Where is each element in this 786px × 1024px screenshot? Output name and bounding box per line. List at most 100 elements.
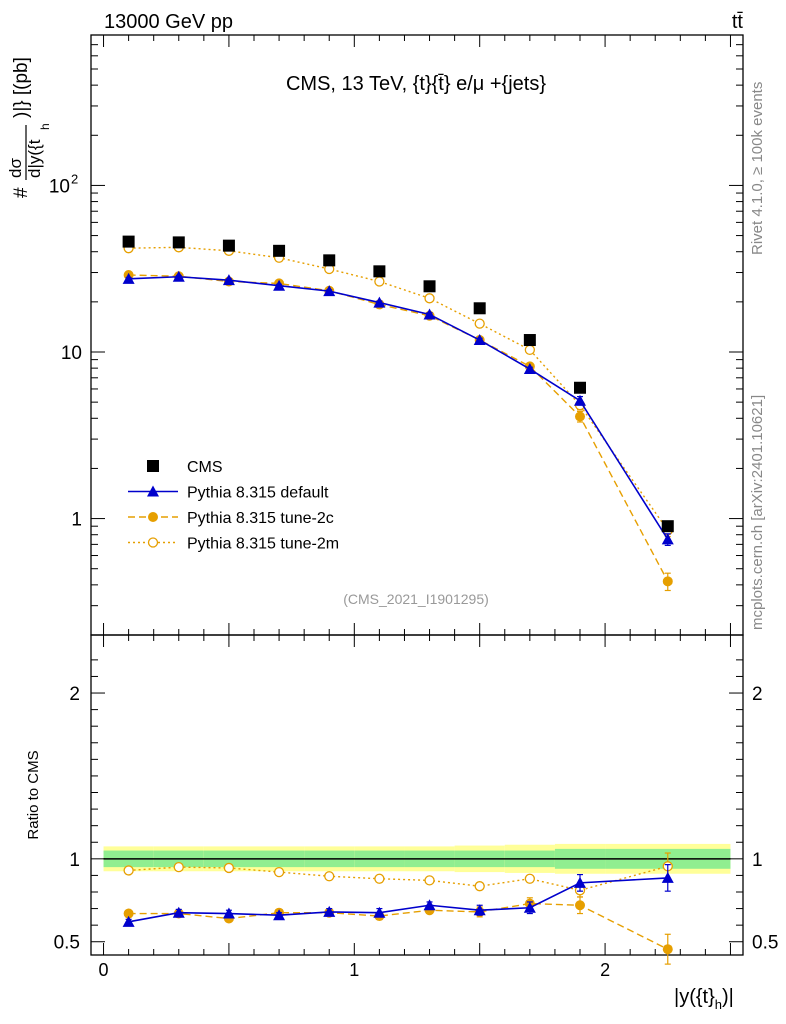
ratio-y-tick-label-right: 2: [752, 684, 763, 705]
data-point: [273, 244, 286, 257]
data-point: [172, 270, 185, 282]
data-point: [423, 308, 436, 320]
series-pythia-8-315-default: [122, 864, 674, 927]
x-label-end: )|: [722, 986, 734, 1008]
x-label-start: |y({t}: [674, 986, 715, 1008]
main-y-label-sub: h: [38, 123, 52, 130]
data-point: [524, 344, 535, 356]
side-label-mcplots: mcplots.cern.ch [arXiv:2401.10621]: [749, 395, 766, 630]
data-point: [662, 944, 673, 955]
ratio-y-tick-label-right: 0.5: [752, 933, 778, 954]
data-point: [323, 254, 336, 267]
data-point: [123, 865, 134, 876]
legend-item: Pythia 8.315 tune-2c: [128, 510, 334, 527]
data-point: [123, 908, 134, 919]
data-point: [423, 280, 436, 293]
main-y-label-numerator: dσ: [6, 158, 25, 178]
data-point: [662, 576, 673, 587]
main-y-tick-label: 10: [61, 343, 82, 364]
legend-label: Pythia 8.315 tune-2m: [187, 536, 339, 553]
x-axis-label: |y({t}h)|: [674, 986, 734, 1012]
series-pythia-8-315-default: [122, 270, 674, 547]
series-cms: [122, 235, 674, 533]
series-line: [128, 902, 669, 950]
data-point: [223, 862, 235, 874]
data-point: [524, 873, 535, 884]
data-point: [373, 906, 386, 918]
legend-item: Pythia 8.315 default: [128, 485, 329, 502]
data-point: [473, 904, 486, 916]
data-point: [374, 873, 385, 884]
data-point: [575, 900, 585, 911]
legend-item: Pythia 8.315 tune-2m: [128, 536, 339, 553]
data-point: [574, 394, 586, 406]
legend-marker: [147, 460, 159, 472]
data-point: [222, 907, 235, 919]
ratio-series-layer: [122, 852, 674, 965]
data-point: [323, 905, 336, 917]
legend-label: Pythia 8.315 default: [187, 485, 329, 502]
data-point: [661, 871, 674, 883]
data-point: [172, 906, 185, 918]
ratio-uncertainty-band: [103, 843, 731, 874]
legend-marker: [147, 485, 159, 497]
data-point: [473, 302, 486, 315]
data-point: [173, 861, 184, 873]
data-point: [474, 881, 485, 892]
data-point: [122, 915, 135, 927]
series-line: [128, 877, 668, 923]
ratio-y-tick-label-left: 0.5: [54, 933, 80, 954]
data-point: [373, 296, 386, 308]
main-series-layer: [122, 235, 674, 592]
series-pythia-8-315-tune-2c: [123, 896, 673, 965]
data-point: [122, 272, 135, 284]
legend: CMS Pythia 8.315 default Pythia 8.315 tune…: [128, 459, 339, 553]
main-y-axis-label: # dσ d|y({t h )|} [(pb]: [6, 57, 52, 198]
x-tick-label: 0: [99, 960, 109, 980]
header-energy: 13000 GeV pp: [104, 11, 233, 33]
ratio-panel-frame: [90, 634, 744, 956]
main-y-tick-label: 1: [71, 510, 82, 531]
data-point: [575, 411, 585, 422]
ratio-y-axis-label: Ratio to CMS: [25, 750, 42, 839]
data-point: [273, 866, 285, 878]
data-point: [661, 533, 674, 545]
data-point: [424, 875, 435, 886]
data-point: [273, 279, 286, 291]
data-point: [661, 520, 674, 533]
ratio-y-tick-label-right: 1: [752, 850, 763, 871]
main-y-label-denominator: d|y({t: [25, 139, 44, 178]
data-point: [222, 239, 235, 252]
data-point: [424, 293, 435, 304]
data-point: [523, 334, 536, 347]
legend-label: CMS: [187, 459, 223, 476]
data-point: [324, 871, 335, 882]
data-point: [473, 334, 486, 346]
legend-marker: [148, 512, 158, 522]
data-point: [373, 265, 386, 278]
data-point: [474, 318, 485, 329]
ratio-y-tick-label-left: 1: [69, 850, 80, 871]
x-label-sub: h: [715, 997, 722, 1012]
data-point: [374, 276, 385, 287]
main-y-tick-label: 10: [49, 176, 70, 197]
data-point: [523, 363, 536, 375]
legend-label: Pythia 8.315 tune-2c: [187, 510, 334, 527]
header-process: tt̄: [732, 11, 744, 33]
side-label-rivet: Rivet 4.1.0, ≥ 100k events: [749, 82, 766, 255]
x-label-main: |y({t}h)|: [674, 986, 734, 1012]
data-point: [574, 876, 586, 888]
data-point: [222, 274, 235, 286]
data-point: [574, 381, 586, 394]
x-tick-label: 1: [349, 960, 359, 980]
data-point: [172, 236, 185, 249]
data-point: [423, 899, 436, 911]
plot-title: CMS, 13 TeV, {t}{t̄} e/μ +{jets}: [286, 73, 546, 95]
main-y-tick-label-exponent: 2: [71, 171, 78, 186]
legend-marker: [147, 537, 159, 548]
data-point: [323, 285, 336, 297]
x-tick-label: 2: [600, 960, 610, 980]
analysis-id: (CMS_2021_I1901295): [343, 591, 489, 607]
